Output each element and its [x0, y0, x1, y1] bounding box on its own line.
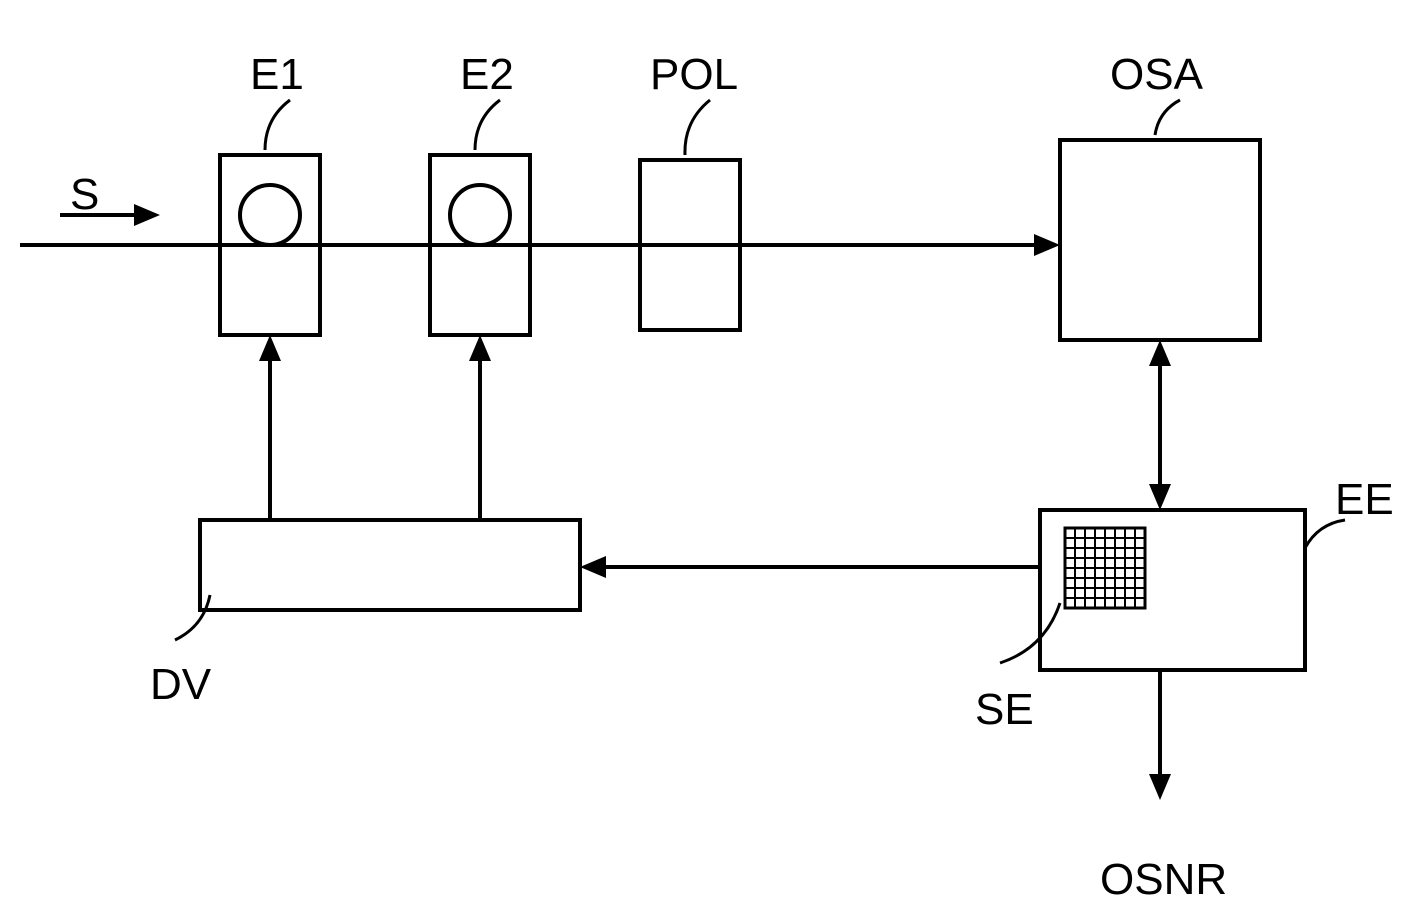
label-se: SE — [975, 685, 1034, 735]
label-e2: E2 — [460, 50, 514, 100]
label-e1: E1 — [250, 50, 304, 100]
label-osnr: OSNR — [1100, 855, 1227, 905]
label-pol: POL — [650, 50, 738, 100]
label-dv: DV — [150, 660, 211, 710]
label-osa: OSA — [1110, 50, 1203, 100]
label-signal-s: S — [70, 170, 99, 220]
diagram-canvas — [0, 0, 1419, 907]
label-ee: EE — [1335, 475, 1394, 525]
